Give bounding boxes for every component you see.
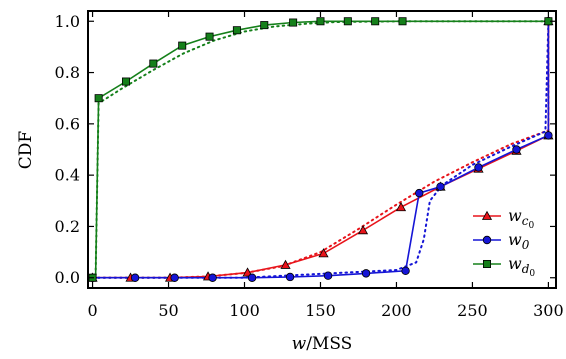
x-tick-label: 0: [87, 301, 97, 320]
y-axis-label: CDF: [16, 131, 36, 170]
legend-marker: [483, 236, 491, 244]
point-wd0: [399, 18, 406, 25]
point-wd0: [372, 18, 379, 25]
point-wd0: [206, 33, 213, 40]
x-tick-label: 100: [229, 301, 260, 320]
point-wd0: [290, 19, 297, 26]
x-tick-label: 200: [381, 301, 412, 320]
point-wd0: [179, 42, 186, 49]
x-axis-label: w/MSS: [292, 334, 353, 354]
point-wd0: [233, 27, 240, 34]
point-w0: [248, 274, 256, 282]
y-tick-label: 0.6: [55, 114, 80, 133]
point-wd0: [317, 18, 324, 25]
point-w0: [415, 189, 423, 197]
point-w0: [209, 274, 217, 282]
point-w0: [171, 274, 179, 282]
point-wd0: [150, 60, 157, 67]
y-tick-label: 0.0: [55, 268, 80, 287]
point-w0: [513, 146, 521, 154]
point-w0: [475, 164, 483, 172]
point-w0: [545, 132, 553, 140]
x-tick-label: 300: [533, 301, 564, 320]
x-tick-label: 50: [158, 301, 178, 320]
x-tick-label: 150: [305, 301, 336, 320]
point-wd0: [122, 78, 129, 85]
x-tick-label: 250: [457, 301, 488, 320]
point-w0: [324, 272, 332, 280]
point-w0: [362, 270, 370, 278]
y-tick-label: 1.0: [55, 12, 80, 31]
point-wd0: [95, 95, 102, 102]
y-tick-label: 0.4: [55, 166, 80, 185]
point-w0: [286, 273, 294, 281]
point-w0: [402, 267, 410, 275]
y-tick-label: 0.8: [55, 63, 80, 82]
legend-marker: [483, 260, 490, 267]
point-wd0: [344, 18, 351, 25]
plot-area: [88, 11, 556, 288]
point-wd0: [261, 22, 268, 29]
point-w0: [131, 274, 139, 282]
y-tick-label: 0.2: [55, 217, 80, 236]
point-w0: [437, 183, 445, 191]
